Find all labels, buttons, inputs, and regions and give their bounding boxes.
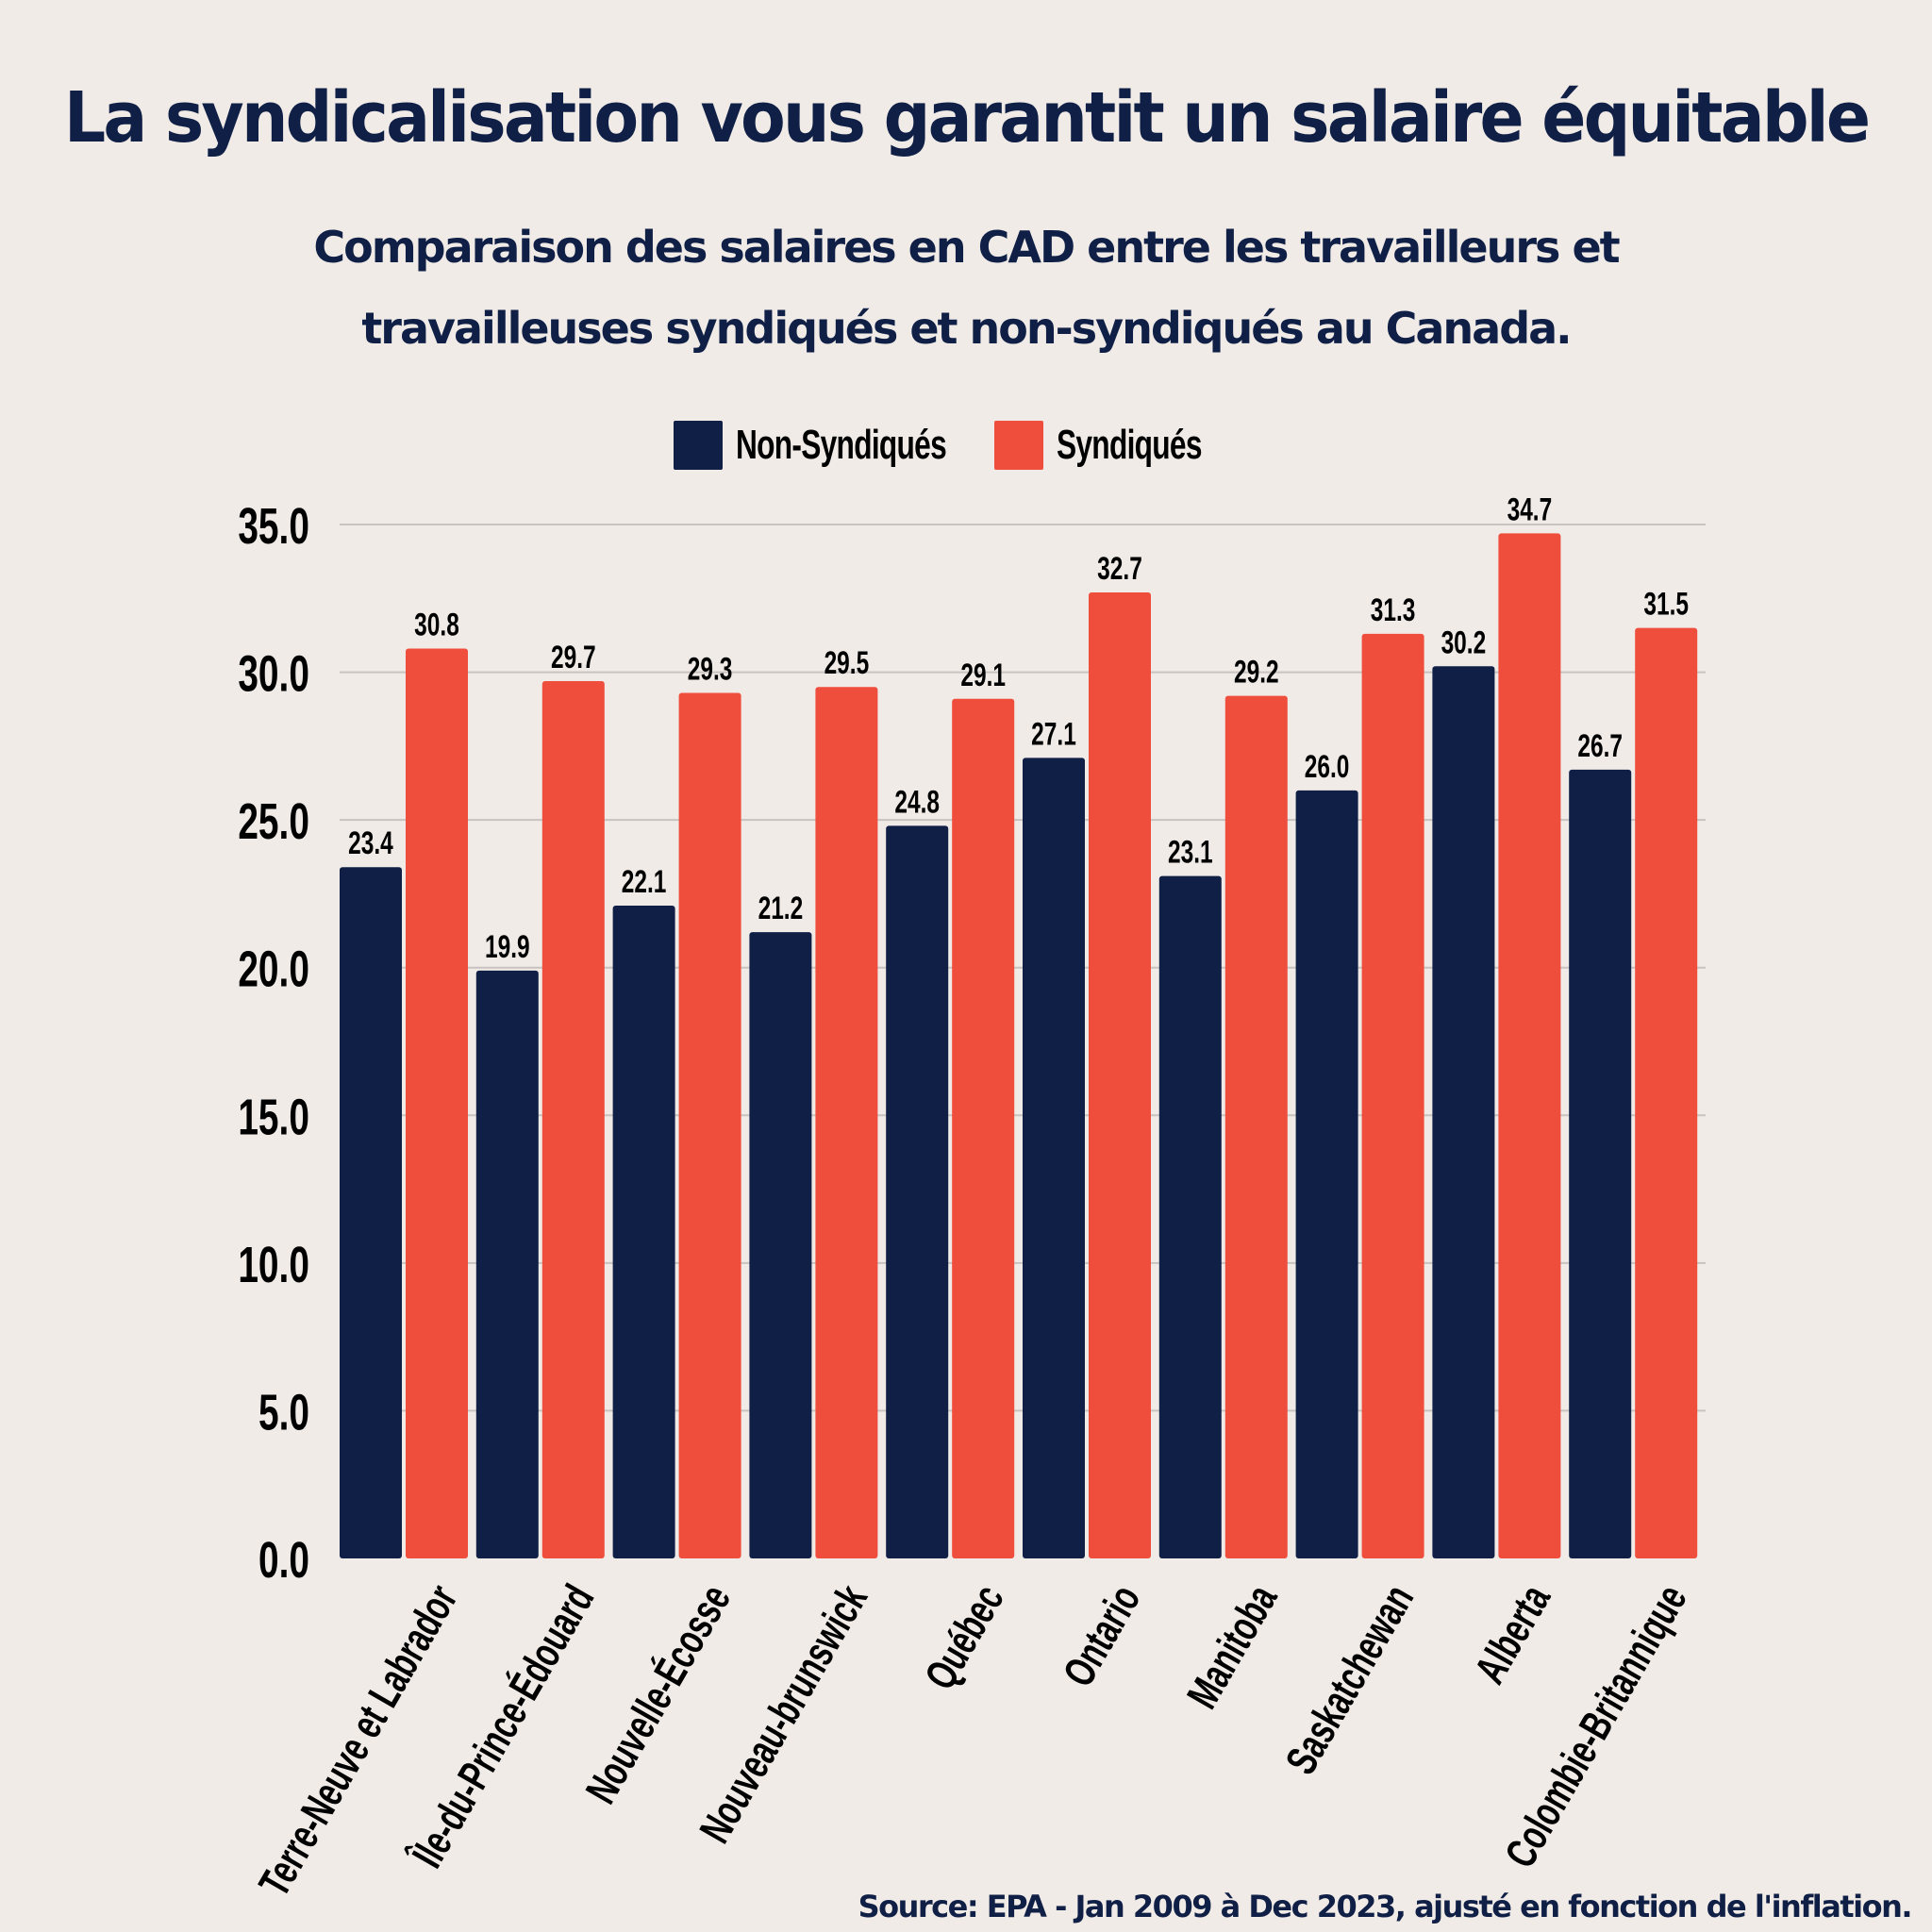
- data-label: 26.7: [1577, 728, 1623, 764]
- data-label: 32.7: [1097, 551, 1142, 587]
- legend-swatch-syndiques: [994, 421, 1044, 470]
- data-label: 23.4: [348, 825, 393, 861]
- y-tick-label: 15.0: [238, 1088, 309, 1145]
- bar-non-syndiques: [612, 905, 675, 1558]
- data-label: 27.1: [1031, 717, 1076, 753]
- legend-label-non-syndiques: Non-Syndiqués: [736, 422, 947, 468]
- bar-syndiques: [1635, 627, 1698, 1558]
- y-axis: 0.0 5.0 10.0 15.0 20.0 25.0 30.0 35.0: [238, 497, 309, 1589]
- bar-syndiques: [1498, 533, 1561, 1558]
- x-tick-label: Québec: [916, 1577, 1013, 1698]
- data-label: 26.0: [1305, 749, 1350, 785]
- data-label: 31.5: [1643, 587, 1689, 623]
- y-tick-label: 10.0: [238, 1236, 309, 1293]
- legend-label-syndiques: Syndiqués: [1057, 422, 1202, 468]
- legend-item-non-syndiques[interactable]: Non-Syndiqués: [674, 421, 1028, 470]
- y-tick-label: 25.0: [238, 792, 309, 850]
- x-tick-label: Alberta: [1466, 1576, 1560, 1691]
- data-label: 29.1: [960, 658, 1006, 693]
- data-label: 29.3: [688, 652, 733, 688]
- legend-swatch-non-syndiques: [674, 421, 724, 470]
- legend-item-syndiques[interactable]: Syndiqués: [994, 421, 1258, 470]
- bar-non-syndiques: [340, 867, 402, 1558]
- x-tick-label: Ontario: [1055, 1577, 1150, 1695]
- bar-syndiques: [952, 698, 1015, 1558]
- data-label: 30.8: [414, 608, 459, 643]
- bar-non-syndiques: [475, 970, 539, 1558]
- y-tick-label: 20.0: [238, 940, 309, 997]
- data-label: 22.1: [622, 864, 667, 900]
- bar-syndiques: [406, 648, 468, 1558]
- y-tick-label: 35.0: [238, 497, 309, 555]
- data-label: 31.3: [1371, 592, 1416, 628]
- bars: [340, 533, 1698, 1558]
- source-note: Source: EPA - Jan 2009 à Dec 2023, ajust…: [858, 1889, 1913, 1924]
- legend: Non-Syndiqués Syndiqués: [0, 421, 1932, 470]
- bar-non-syndiques: [1023, 758, 1085, 1558]
- y-tick-label: 0.0: [258, 1531, 309, 1589]
- x-tick-label: Manitoba: [1178, 1576, 1287, 1716]
- x-tick-label: Saskatchewan: [1277, 1577, 1424, 1783]
- chart-title: La syndicalisation vous garantit un sala…: [63, 77, 1871, 158]
- chart-subtitle-line-1: Comparaison des salaires en CAD entre le…: [313, 222, 1620, 273]
- y-tick-label: 30.0: [238, 644, 309, 702]
- bar-syndiques: [1224, 695, 1288, 1558]
- bar-non-syndiques: [1569, 769, 1632, 1558]
- data-label: 19.9: [485, 929, 530, 965]
- bar-non-syndiques: [1158, 875, 1222, 1558]
- data-label: 21.2: [758, 891, 804, 926]
- chart-subtitle-line-2: travailleuses syndiqués et non-syndiqués…: [361, 303, 1572, 354]
- data-label: 29.5: [824, 645, 870, 681]
- data-label: 29.2: [1234, 655, 1279, 691]
- bar-non-syndiques: [1432, 666, 1495, 1558]
- x-tick-label: Nouvelle-Écosse: [577, 1577, 741, 1812]
- y-tick-label: 5.0: [258, 1383, 309, 1441]
- data-label: 29.7: [551, 640, 596, 675]
- bar-syndiques: [678, 692, 741, 1558]
- bar-non-syndiques: [749, 932, 812, 1558]
- bar-non-syndiques: [1295, 790, 1358, 1558]
- bar-syndiques: [1089, 592, 1151, 1558]
- bar-syndiques: [541, 680, 605, 1558]
- data-label: 24.8: [894, 785, 940, 821]
- bar-non-syndiques: [886, 825, 949, 1558]
- bar-syndiques: [815, 687, 878, 1558]
- x-axis: Terre-Neuve et LabradorÎle-du-Prince-Édo…: [250, 1576, 1696, 1905]
- bar-syndiques: [1361, 633, 1424, 1558]
- data-label: 30.2: [1441, 625, 1487, 660]
- data-labels: 23.4 30.8 19.9 29.7 22.1 29.3 21.2 29.5 24.8 29.1…: [348, 492, 1689, 965]
- data-label: 34.7: [1507, 492, 1553, 528]
- data-label: 23.1: [1168, 835, 1213, 871]
